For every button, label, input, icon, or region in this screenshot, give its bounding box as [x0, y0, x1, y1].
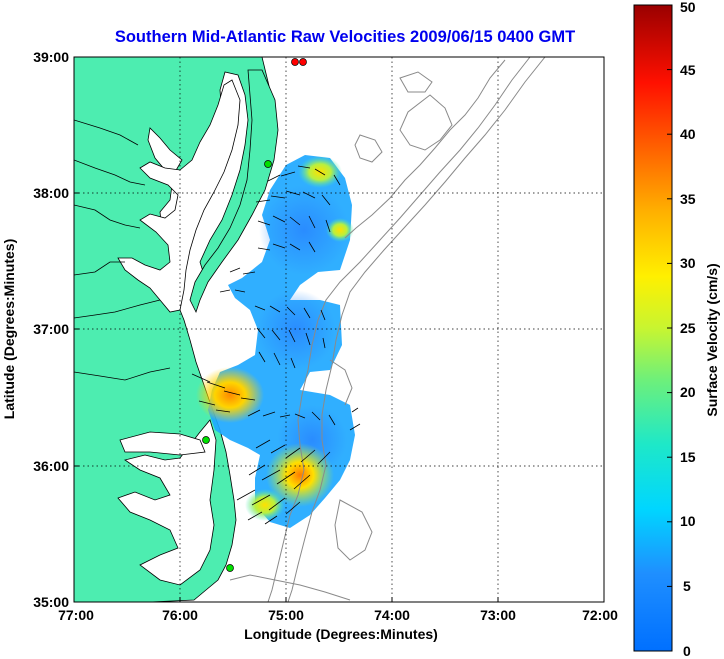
- chesapeake-bay: [117, 79, 241, 313]
- albemarle-sound: [119, 431, 206, 456]
- site-marker: [291, 58, 299, 66]
- colorbar: [633, 4, 673, 652]
- x-tick-label: 72:00: [582, 607, 618, 623]
- colorbar-tick-label: 10: [680, 513, 696, 529]
- colorbar-tick-label: 15: [680, 449, 696, 465]
- colorbar-label: Surface Velocity (cm/s): [704, 263, 720, 416]
- site-marker: [202, 436, 210, 444]
- radar-sites: [202, 58, 307, 572]
- colorbar-tick-label: 40: [680, 126, 696, 142]
- y-axis-label: Latitude (Degrees:Minutes): [1, 239, 17, 419]
- colorbar-tick-label: 20: [680, 384, 696, 400]
- site-marker: [226, 564, 234, 572]
- y-tick-label: 39:00: [33, 49, 69, 65]
- x-tick-label: 77:00: [58, 607, 94, 623]
- x-tick-label: 76:00: [162, 607, 198, 623]
- x-tick-label: 75:00: [268, 607, 304, 623]
- colorbar-tick-label: 35: [680, 191, 696, 207]
- x-axis-label: Longitude (Degrees:Minutes): [244, 626, 438, 642]
- y-tick-label: 37:00: [33, 321, 69, 337]
- x-tick-label: 74:00: [374, 607, 410, 623]
- colorbar-tick-label: 50: [680, 0, 696, 15]
- pamlico-sound: [117, 419, 217, 586]
- peninsula: [189, 69, 279, 314]
- site-marker: [264, 160, 272, 168]
- y-tick-label: 35:00: [33, 594, 69, 610]
- colorbar-tick-label: 5: [683, 578, 691, 594]
- rivers: [74, 119, 171, 381]
- y-tick-label: 38:00: [33, 185, 69, 201]
- site-marker: [299, 58, 307, 66]
- x-tick-labels: 77:00 76:00 75:00 74:00 73:00 72:00: [58, 607, 618, 623]
- y-tick-label: 36:00: [33, 458, 69, 474]
- colorbar-tick-label: 45: [680, 62, 696, 78]
- colorbar-tick-label: 30: [680, 255, 696, 271]
- bathymetry-contours: [229, 57, 546, 602]
- current-vectors: [191, 165, 361, 525]
- plot-ticks: [74, 192, 499, 602]
- x-tick-label: 73:00: [480, 607, 516, 623]
- colorbar-tick-label: 25: [680, 320, 696, 336]
- figure-title: Southern Mid-Atlantic Raw Velocities 200…: [115, 28, 575, 46]
- colorbar-ticks: [667, 4, 672, 587]
- colorbar-tick-labels: 50 45 40 35 30 25 20 15 10 5 0: [680, 0, 696, 659]
- y-tick-labels: 39:00 38:00 37:00 36:00 35:00: [33, 49, 69, 610]
- grid-lines: [74, 57, 604, 602]
- colorbar-tick-label: 0: [683, 643, 691, 659]
